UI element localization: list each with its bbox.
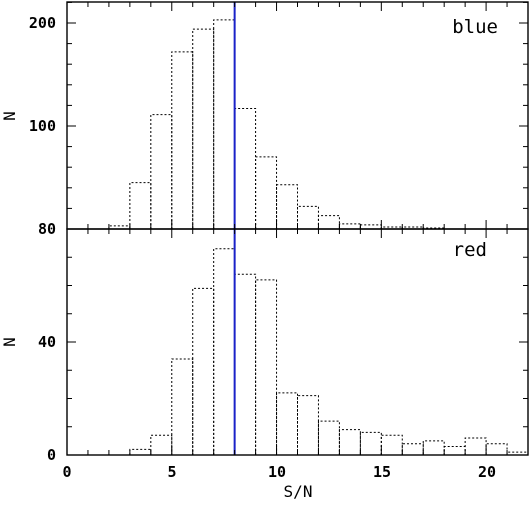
histogram-bar — [192, 28, 215, 229]
histogram-bar — [380, 434, 403, 455]
red-y-tick-label: 0 — [47, 446, 56, 464]
blue-y-tick-label: 200 — [29, 14, 56, 32]
histogram-bar — [213, 19, 236, 229]
histogram-bar — [129, 448, 152, 455]
histogram-bar — [129, 182, 152, 229]
x-tick-label: 20 — [478, 463, 496, 481]
histogram-bar — [485, 443, 508, 455]
histogram-bar — [338, 223, 361, 229]
histogram-bar — [464, 437, 487, 455]
blue-y-tick-label: 100 — [29, 117, 56, 135]
red-panel — [66, 228, 529, 456]
x-tick-label: 10 — [268, 463, 286, 481]
blue-panel-label: blue — [452, 16, 498, 38]
histogram-bar — [276, 184, 298, 229]
blue-y-axis-title: N — [0, 111, 19, 121]
red-panel-frame — [66, 228, 529, 456]
histogram-bar — [192, 287, 215, 455]
histogram-bar — [317, 215, 340, 229]
histogram-bar — [255, 279, 278, 455]
histogram-bar — [401, 443, 424, 455]
x-tick-label: 5 — [167, 463, 176, 481]
histogram-bar — [338, 429, 361, 455]
histogram-bar — [213, 248, 236, 455]
histogram-bar — [297, 395, 319, 455]
red-y-tick-label: 40 — [38, 333, 56, 351]
histogram-bar — [255, 156, 278, 229]
histogram-bar — [150, 114, 173, 229]
histogram-bar — [317, 420, 340, 455]
red-y-axis-title: N — [0, 337, 19, 347]
blue-panel — [66, 1, 529, 230]
red-panel-label: red — [453, 239, 487, 261]
histogram-bar — [234, 273, 257, 455]
histogram-bar — [359, 431, 382, 455]
x-axis-title: S/N — [284, 482, 313, 501]
histogram-bar — [171, 358, 194, 455]
x-tick-label: 15 — [373, 463, 391, 481]
histogram-bar — [443, 446, 466, 455]
histogram-bar — [150, 434, 173, 455]
histogram-bar — [297, 205, 319, 229]
blue-y-tick-label: 80 — [38, 220, 56, 238]
histogram-bar — [276, 392, 298, 455]
histogram-bar — [171, 51, 194, 229]
histogram-bar — [234, 107, 257, 229]
histogram-bar — [422, 440, 445, 455]
x-tick-label: 0 — [62, 463, 71, 481]
